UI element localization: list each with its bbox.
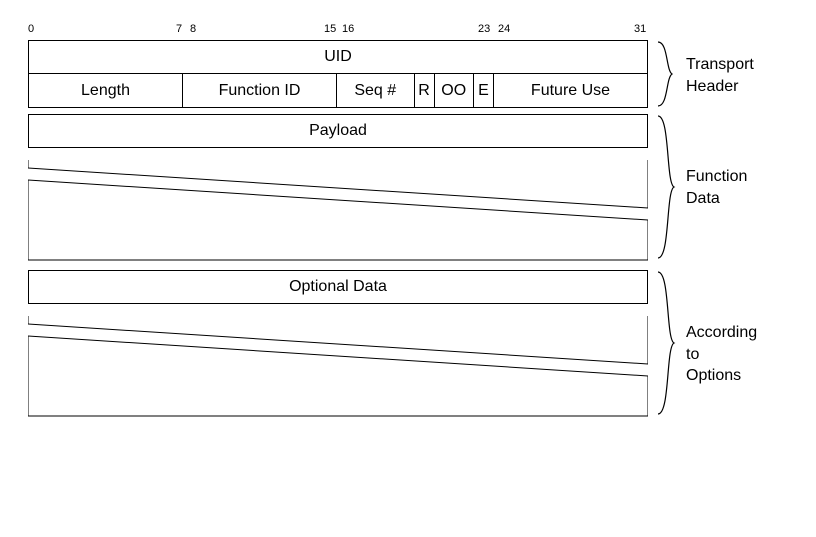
field-oo: OO bbox=[435, 74, 474, 107]
brace-function-label: Function Data bbox=[686, 166, 747, 209]
bit-tick-23: 23 bbox=[478, 23, 490, 35]
brace-options-label: According to Options bbox=[686, 322, 757, 387]
brace-options: According to Options bbox=[656, 270, 682, 416]
field-payload: Payload bbox=[29, 115, 647, 147]
bit-tick-24: 24 bbox=[498, 23, 510, 35]
bit-tick-0: 0 bbox=[28, 23, 34, 35]
field-seq: Seq # bbox=[337, 74, 415, 107]
brace-function-line2: Data bbox=[686, 190, 720, 207]
payload-gap-svg bbox=[28, 160, 648, 272]
field-r: R bbox=[415, 74, 435, 107]
field-length: Length bbox=[29, 74, 183, 107]
field-function-id: Function ID bbox=[183, 74, 337, 107]
row-header-fields: Length Function ID Seq # R OO E Future U… bbox=[28, 74, 648, 108]
brace-transport: Transport Header bbox=[656, 40, 682, 108]
brace-function-svg bbox=[656, 114, 682, 260]
brace-options-line1: According bbox=[686, 324, 757, 341]
brace-transport-label: Transport Header bbox=[686, 54, 754, 97]
brace-transport-svg bbox=[656, 40, 682, 108]
bit-tick-15: 15 bbox=[324, 23, 336, 35]
bit-tick-7: 7 bbox=[176, 23, 182, 35]
row-payload: Payload bbox=[28, 114, 648, 148]
bit-tick-31: 31 bbox=[634, 23, 646, 35]
brace-options-svg bbox=[656, 270, 682, 416]
brace-function-line1: Function bbox=[686, 168, 747, 185]
brace-function: Function Data bbox=[656, 114, 682, 260]
payload-gap bbox=[28, 160, 648, 260]
brace-transport-line1: Transport bbox=[686, 56, 754, 73]
field-optional-data: Optional Data bbox=[29, 271, 647, 303]
field-future-use: Future Use bbox=[494, 74, 647, 107]
row-optional: Optional Data bbox=[28, 270, 648, 304]
optional-gap bbox=[28, 316, 648, 416]
field-e: E bbox=[474, 74, 494, 107]
brace-options-line2: to Options bbox=[686, 346, 741, 385]
bit-tick-8: 8 bbox=[190, 23, 196, 35]
row-uid: UID bbox=[28, 40, 648, 74]
diagram-area: 0 7 8 15 16 23 24 31 UID Length Function… bbox=[28, 20, 648, 416]
bit-tick-16: 16 bbox=[342, 23, 354, 35]
packet-format-figure: 0 7 8 15 16 23 24 31 UID Length Function… bbox=[20, 20, 796, 517]
optional-gap-svg bbox=[28, 316, 648, 428]
field-uid: UID bbox=[29, 41, 647, 73]
brace-transport-line2: Header bbox=[686, 78, 738, 95]
bit-ruler: 0 7 8 15 16 23 24 31 bbox=[28, 20, 648, 40]
